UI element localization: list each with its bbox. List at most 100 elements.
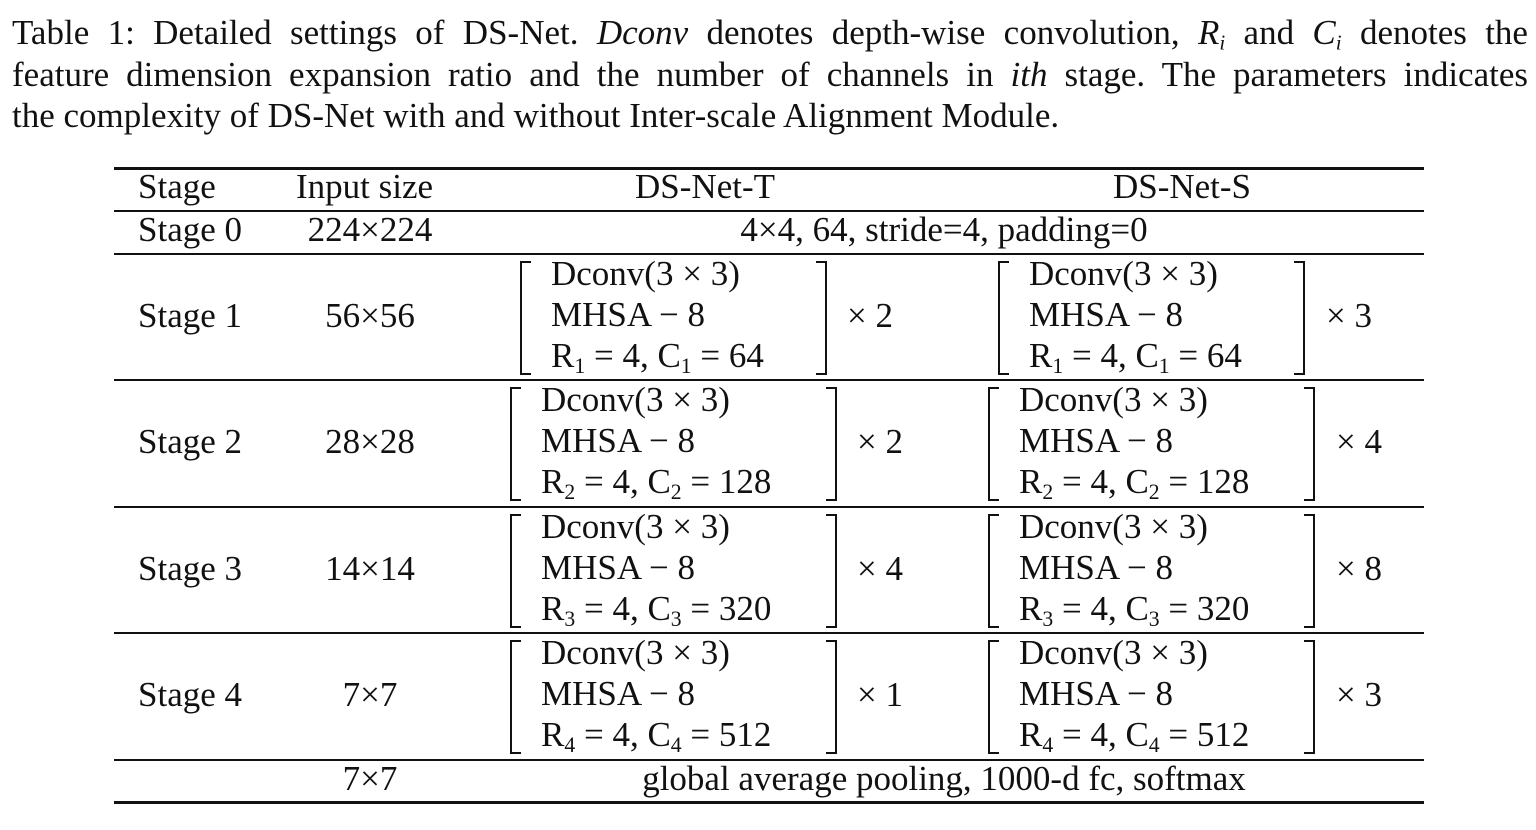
ratio-value: = 4, C — [575, 715, 671, 754]
ratio-symbol: R — [1019, 462, 1043, 501]
matrix-mhsa: MHSA − 8 — [551, 295, 705, 334]
channel-index: 2 — [1148, 480, 1160, 505]
repeat-multiplier: × 2 — [847, 296, 893, 335]
matrix-left-bracket — [510, 387, 521, 501]
matrix-dconv: Dconv(3 × 3) — [541, 633, 730, 672]
channel-value: = 64 — [691, 336, 764, 375]
matrix-ratio-channels: R4 = 4, C4 = 512 — [1019, 715, 1249, 758]
ratio-index: 3 — [564, 607, 576, 632]
matrix-mhsa: MHSA − 8 — [541, 548, 695, 587]
ratio-symbol: R — [551, 336, 575, 375]
ratio-index: 2 — [564, 480, 576, 505]
matrix-mhsa: MHSA − 8 — [1029, 295, 1183, 334]
settings-table: Stage Input size DS-Net-T DS-Net-S Stage… — [114, 167, 1424, 804]
caption-line-2: feature dimension expansion ratio and th… — [12, 54, 1528, 94]
matrix-dconv: Dconv(3 × 3) — [1029, 254, 1218, 293]
matrix-ratio-channels: R4 = 4, C4 = 512 — [541, 715, 772, 758]
channel-value: = 320 — [1159, 589, 1250, 628]
matrix-left-bracket — [988, 514, 999, 628]
repeat-multiplier: × 3 — [1326, 296, 1372, 335]
stage-label: Stage 1 — [138, 296, 243, 335]
ratio-symbol: R — [1029, 336, 1053, 375]
table-caption: Table 1: Detailed settings of DS-Net. Dc… — [12, 12, 1528, 137]
matrix-ratio-channels: R1 = 4, C1 = 64 — [1029, 336, 1242, 379]
caption-line-1: Table 1: Detailed settings of DS-Net. Dc… — [12, 13, 1528, 55]
repeat-multiplier: × 8 — [1336, 549, 1382, 588]
ratio-symbol: R — [1019, 715, 1043, 754]
matrix-mhsa: MHSA − 8 — [1019, 548, 1173, 587]
header-rule — [114, 210, 1424, 212]
matrix-right-bracket — [816, 261, 827, 375]
channel-value: = 64 — [1169, 336, 1242, 375]
ratio-symbol: R — [541, 462, 565, 501]
stage-input-size: 28×28 — [325, 422, 415, 461]
channel-index: 3 — [670, 607, 682, 632]
channel-value: = 512 — [681, 715, 772, 754]
matrix-dconv: Dconv(3 × 3) — [1019, 507, 1208, 546]
matrix-mhsa: MHSA − 8 — [1019, 674, 1173, 713]
header-ds-net-t: DS-Net-T — [635, 167, 775, 206]
ratio-symbol: R — [541, 589, 565, 628]
matrix-left-bracket — [510, 514, 521, 628]
header-ds-net-s: DS-Net-S — [1112, 167, 1252, 206]
matrix-mhsa: MHSA − 8 — [541, 421, 695, 460]
matrix-right-bracket — [1294, 261, 1305, 375]
repeat-multiplier: × 1 — [857, 675, 903, 714]
matrix-right-bracket — [826, 387, 837, 501]
ratio-symbol: R — [1019, 589, 1043, 628]
matrix-right-bracket — [1304, 514, 1315, 628]
stage0-input-size: 224×224 — [307, 210, 433, 249]
channel-value: = 128 — [681, 462, 772, 501]
matrix-right-bracket — [1304, 640, 1315, 754]
matrix-ratio-channels: R2 = 4, C2 = 128 — [541, 462, 772, 505]
stage-input-size: 7×7 — [342, 675, 398, 714]
stage0-spec: 4×4, 64, stride=4, padding=0 — [740, 210, 1148, 249]
header-input-size: Input size — [296, 167, 434, 206]
channel-index: 3 — [1148, 607, 1160, 632]
ratio-index: 2 — [1042, 480, 1054, 505]
matrix-ratio-channels: R3 = 4, C3 = 320 — [541, 589, 771, 632]
repeat-multiplier: × 4 — [857, 549, 903, 588]
matrix-dconv: Dconv(3 × 3) — [551, 254, 740, 293]
channel-index: 1 — [1158, 354, 1170, 379]
channel-index: 4 — [1148, 733, 1160, 758]
header-stage: Stage — [138, 167, 216, 206]
matrix-left-bracket — [520, 261, 531, 375]
channel-value: = 128 — [1159, 462, 1250, 501]
matrix-left-bracket — [988, 387, 999, 501]
ratio-value: = 4, C — [1053, 462, 1149, 501]
matrix-dconv: Dconv(3 × 3) — [541, 380, 730, 419]
matrix-left-bracket — [988, 640, 999, 754]
matrix-right-bracket — [826, 640, 837, 754]
matrix-ratio-channels: R2 = 4, C2 = 128 — [1019, 462, 1250, 505]
matrix-dconv: Dconv(3 × 3) — [1019, 380, 1208, 419]
final-spec: global average pooling, 1000-d fc, softm… — [642, 759, 1246, 798]
ratio-index: 3 — [1042, 607, 1054, 632]
ratio-symbol: R — [541, 715, 565, 754]
stage-input-size: 14×14 — [325, 549, 415, 588]
ratio-value: = 4, C — [585, 336, 681, 375]
matrix-ratio-channels: R3 = 4, C3 = 320 — [1019, 589, 1250, 632]
ratio-value: = 4, C — [1063, 336, 1159, 375]
matrix-ratio-channels: R1 = 4, C1 = 64 — [551, 336, 764, 377]
matrix-right-bracket — [826, 514, 837, 628]
matrix-right-bracket — [1304, 387, 1315, 501]
stage1-rule — [114, 379, 1424, 381]
stage0-label: Stage 0 — [138, 210, 243, 249]
table-top-rule — [114, 167, 1424, 170]
stage-label: Stage 2 — [138, 422, 243, 461]
table-bottom-rule — [114, 801, 1424, 804]
ratio-value: = 4, C — [1053, 715, 1149, 754]
matrix-mhsa: MHSA − 8 — [1019, 421, 1173, 460]
channel-index: 2 — [670, 480, 682, 505]
matrix-dconv: Dconv(3 × 3) — [1019, 633, 1208, 672]
stage3-rule — [114, 632, 1424, 634]
caption-line-3: the complexity of DS-Net with and withou… — [12, 96, 1060, 135]
ratio-value: = 4, C — [1053, 589, 1149, 628]
ratio-index: 4 — [1042, 733, 1054, 758]
stage4-rule — [114, 759, 1424, 761]
matrix-dconv: Dconv(3 × 3) — [541, 507, 730, 546]
channel-index: 4 — [670, 733, 682, 758]
ratio-value: = 4, C — [575, 589, 671, 628]
repeat-multiplier: × 4 — [1336, 422, 1382, 461]
